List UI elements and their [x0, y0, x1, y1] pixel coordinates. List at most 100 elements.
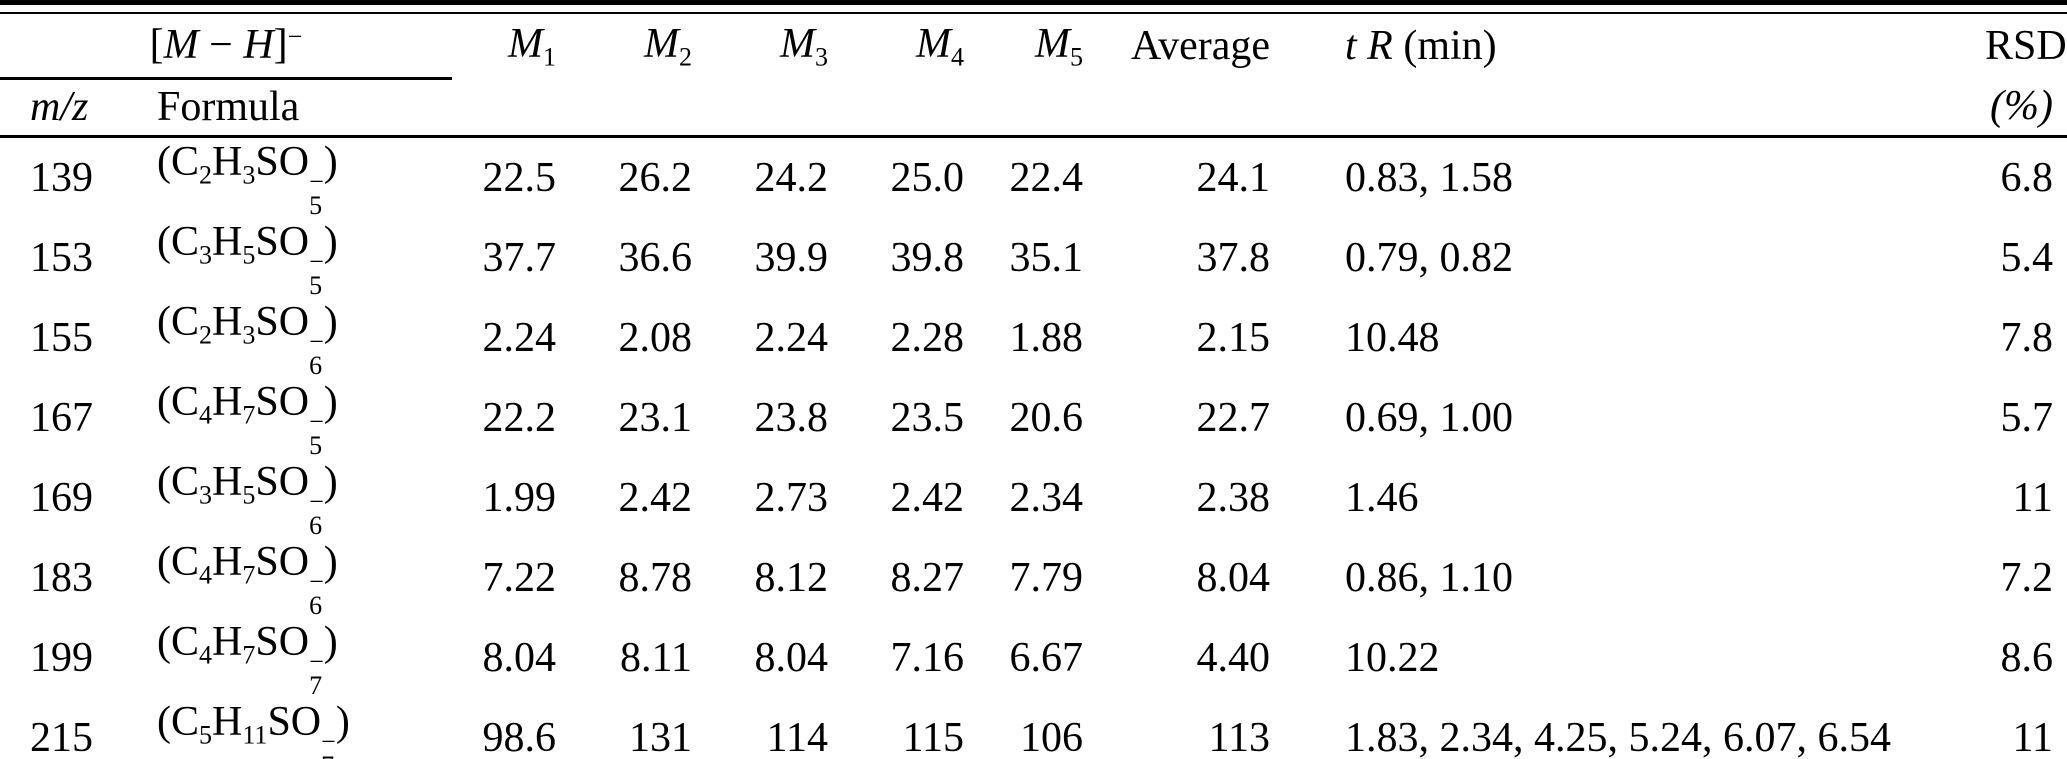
column-header-m3: M3 — [779, 20, 828, 72]
cell-rsd: 11 — [2012, 474, 2053, 521]
column-header-m2: M2 — [643, 20, 692, 72]
cell-formula: (C3H5SO −5) — [157, 218, 338, 300]
cell-m2: 8.78 — [618, 554, 693, 601]
cell-mz: 139 — [30, 154, 93, 201]
cell-m2: 2.08 — [618, 314, 693, 361]
cell-m2: 36.6 — [618, 234, 693, 281]
cell-m4: 39.8 — [890, 234, 965, 281]
cell-m3: 39.9 — [754, 234, 829, 281]
table-row: 199 (C4H7SO −7) 8.04 8.11 8.04 7.16 6.67 … — [0, 618, 2067, 700]
cell-m5: 1.88 — [1009, 314, 1084, 361]
cell-m1: 7.22 — [482, 554, 557, 601]
cell-m1: 22.2 — [482, 394, 557, 441]
cell-mz: 215 — [30, 714, 93, 759]
cell-m4: 7.16 — [890, 634, 965, 681]
column-header-m1: M1 — [507, 20, 556, 72]
cell-retention-time: 10.22 — [1345, 634, 1440, 681]
top-rule-thick — [0, 0, 2067, 5]
cell-m2: 2.42 — [618, 474, 693, 521]
cell-formula: (C4H7SO −6) — [157, 538, 338, 620]
column-header-retention-time: t R (min) — [1345, 23, 1497, 69]
column-header-rsd: RSD — [1985, 23, 2067, 69]
cell-m3: 114 — [766, 714, 828, 759]
header-row-1: [M − H]− M1 M2 M3 M4 M5 Average t R (min… — [0, 14, 2067, 80]
cell-m1: 98.6 — [482, 714, 557, 759]
table-body: 139 (C2H3SO −5) 22.5 26.2 24.2 25.0 22.4 … — [0, 136, 2067, 759]
cell-m5: 7.79 — [1009, 554, 1084, 601]
cell-average: 22.7 — [1196, 394, 1271, 441]
column-header-rsd-unit: (%) — [1985, 78, 2067, 138]
top-rule-thin — [0, 12, 2067, 14]
cell-rsd: 8.6 — [2000, 634, 2054, 681]
cell-rsd: 6.8 — [2000, 154, 2054, 201]
cell-m4: 8.27 — [890, 554, 965, 601]
cell-m3: 2.24 — [754, 314, 829, 361]
cell-m4: 2.28 — [890, 314, 965, 361]
cell-average: 2.15 — [1196, 314, 1271, 361]
cell-average: 24.1 — [1196, 154, 1271, 201]
cell-m3: 23.8 — [754, 394, 829, 441]
cell-m3: 8.12 — [754, 554, 829, 601]
cell-m1: 2.24 — [482, 314, 557, 361]
cell-m5: 35.1 — [1009, 234, 1084, 281]
cell-average: 37.8 — [1196, 234, 1271, 281]
cell-m2: 23.1 — [618, 394, 693, 441]
cell-retention-time: 0.79, 0.82 — [1345, 234, 1513, 281]
cell-m4: 25.0 — [890, 154, 965, 201]
cell-formula: (C5H11SO−7) — [157, 698, 350, 759]
table-row: 153 (C3H5SO −5) 37.7 36.6 39.9 39.8 35.1 … — [0, 218, 2067, 300]
cell-formula: (C4H7SO −7) — [157, 618, 338, 700]
cell-formula: (C2H3SO −5) — [157, 138, 338, 220]
cell-m3: 2.73 — [754, 474, 829, 521]
table-row: 139 (C2H3SO −5) 22.5 26.2 24.2 25.0 22.4 … — [0, 136, 2067, 220]
cell-m5: 106 — [1020, 714, 1083, 759]
column-header-average: Average — [1130, 23, 1270, 69]
cell-rsd: 7.8 — [2000, 314, 2054, 361]
cell-m4: 23.5 — [890, 394, 965, 441]
cell-average: 113 — [1208, 714, 1270, 759]
cell-average: 4.40 — [1196, 634, 1271, 681]
cell-retention-time: 0.83, 1.58 — [1345, 154, 1513, 201]
cell-retention-time: 1.83, 2.34, 4.25, 5.24, 6.07, 6.54 — [1345, 714, 1891, 759]
cell-mz: 169 — [30, 474, 93, 521]
cell-m3: 24.2 — [754, 154, 829, 201]
measurement-table: [M − H]− M1 M2 M3 M4 M5 Average t R (min… — [0, 14, 2067, 759]
cell-m2: 8.11 — [620, 634, 692, 681]
table-row: 169 (C3H5SO −6) 1.99 2.42 2.73 2.42 2.34 … — [0, 458, 2067, 540]
cell-m2: 131 — [629, 714, 692, 759]
table-row: 155 (C2H3SO −6) 2.24 2.08 2.24 2.28 1.88 … — [0, 298, 2067, 380]
cell-m2: 26.2 — [618, 154, 693, 201]
cell-mz: 199 — [30, 634, 93, 681]
column-header-m4: M4 — [915, 20, 964, 72]
table-row: 215 (C5H11SO−7) 98.6 131 114 115 106 113… — [0, 698, 2067, 759]
cell-retention-time: 0.86, 1.10 — [1345, 554, 1513, 601]
cell-mz: 153 — [30, 234, 93, 281]
cell-mz: 155 — [30, 314, 93, 361]
cell-mz: 183 — [30, 554, 93, 601]
cell-m4: 115 — [902, 714, 964, 759]
cell-m1: 1.99 — [482, 474, 557, 521]
cell-m5: 22.4 — [1009, 154, 1084, 201]
cell-rsd: 7.2 — [2000, 554, 2054, 601]
cell-m5: 20.6 — [1009, 394, 1084, 441]
cell-m4: 2.42 — [890, 474, 965, 521]
table-row: 167 (C4H7SO −5) 22.2 23.1 23.8 23.5 20.6 … — [0, 378, 2067, 459]
cell-m5: 2.34 — [1009, 474, 1084, 521]
table-row: 183 (C4H7SO −6) 7.22 8.78 8.12 8.27 7.79 … — [0, 538, 2067, 620]
cell-retention-time: 0.69, 1.00 — [1345, 394, 1513, 441]
cell-formula: (C3H5SO −6) — [157, 458, 338, 540]
cell-formula: (C2H3SO −6) — [157, 298, 338, 380]
cell-m5: 6.67 — [1009, 634, 1084, 681]
cell-m1: 37.7 — [482, 234, 557, 281]
cell-retention-time: 1.46 — [1345, 474, 1419, 521]
cell-rsd: 5.4 — [2000, 234, 2054, 281]
cell-rsd: 5.7 — [2000, 394, 2054, 441]
cell-rsd: 11 — [2012, 714, 2053, 759]
column-header-formula: Formula — [157, 78, 452, 138]
column-header-m5: M5 — [1034, 20, 1083, 72]
cell-m1: 8.04 — [482, 634, 557, 681]
cell-retention-time: 10.48 — [1345, 314, 1440, 361]
header-row-2: m/z Formula (%) — [0, 78, 2067, 138]
cell-m3: 8.04 — [754, 634, 829, 681]
